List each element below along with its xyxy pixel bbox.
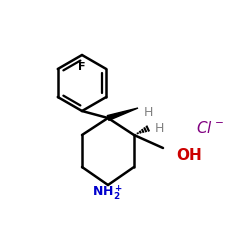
Text: F: F (78, 62, 86, 72)
Text: $\mathit{Cl}^-$: $\mathit{Cl}^-$ (196, 120, 224, 136)
Text: OH: OH (176, 148, 202, 162)
Polygon shape (107, 108, 138, 120)
Text: H: H (144, 106, 154, 118)
Text: $\mathbf{NH_2^+}$: $\mathbf{NH_2^+}$ (92, 184, 124, 203)
Text: H: H (155, 122, 164, 134)
